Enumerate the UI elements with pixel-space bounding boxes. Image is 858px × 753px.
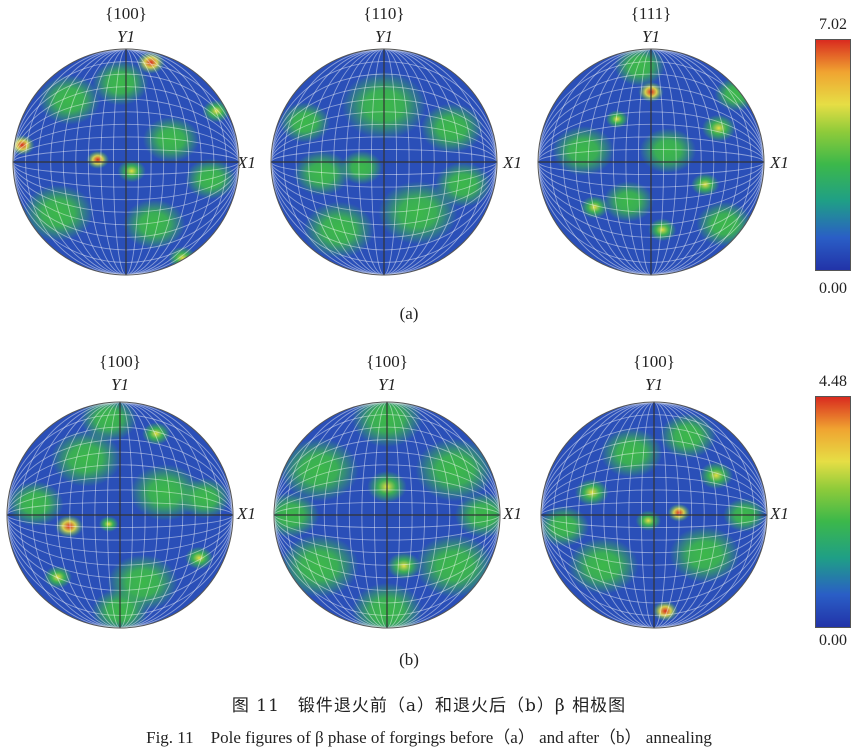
x-axis-label-b3: X1 xyxy=(770,504,789,523)
pole-figure-outline-b3 xyxy=(540,401,768,629)
colorbar-min-a: 0.00 xyxy=(819,280,847,297)
intensity-spot xyxy=(340,150,383,185)
x-axis-label-b2: X1 xyxy=(503,504,522,523)
intensity-spot xyxy=(38,74,101,125)
intensity-spot xyxy=(574,478,609,506)
intensity-spot xyxy=(580,195,609,219)
colorbar-min-b: 0.00 xyxy=(819,632,847,649)
intensity-spot xyxy=(415,438,495,502)
pole-title-b2: {100} xyxy=(366,352,408,371)
intensity-spot xyxy=(303,201,375,259)
pole-figure-outline-a2 xyxy=(270,48,498,276)
intensity-spot xyxy=(80,402,137,442)
y-axis-label-a2: Y1 xyxy=(375,27,393,46)
intensity-spot xyxy=(55,515,84,538)
pole-title-a2: {110} xyxy=(363,4,405,23)
intensity-spot xyxy=(541,505,590,547)
pole-figure-a1 xyxy=(13,49,239,275)
pole-figure-a3 xyxy=(538,49,764,275)
pole-figure-outline-b2 xyxy=(273,401,501,629)
intensity-spot xyxy=(179,477,231,519)
intensity-spot xyxy=(13,134,35,156)
pole-figure-outline-b1 xyxy=(6,401,234,629)
pole-figure-b2 xyxy=(274,402,500,628)
intensity-spot xyxy=(86,150,110,169)
pole-title-b3: {100} xyxy=(633,352,675,371)
intensity-spot xyxy=(415,534,495,598)
intensity-spot xyxy=(667,503,691,522)
colorbar-b xyxy=(815,396,851,628)
intensity-spot xyxy=(117,159,146,183)
intensity-spot xyxy=(123,199,186,250)
x-axis-label-a3: X1 xyxy=(770,153,789,172)
intensity-spot xyxy=(43,565,72,589)
panel-label-b: (b) xyxy=(399,650,419,669)
intensity-spot xyxy=(279,438,359,502)
intensity-spot xyxy=(420,103,483,153)
intensity-spot xyxy=(142,116,200,162)
intensity-spot xyxy=(699,461,734,490)
intensity-spot xyxy=(184,546,214,570)
pole-title-a3: {111} xyxy=(630,4,672,23)
intensity-spot xyxy=(701,114,736,142)
intensity-spot xyxy=(669,526,741,583)
intensity-spot xyxy=(378,181,458,245)
intensity-spot xyxy=(614,49,666,87)
intensity-spot xyxy=(434,162,492,208)
y-axis-label-b3: Y1 xyxy=(645,375,663,394)
colorbar-max-a: 7.02 xyxy=(819,16,847,33)
intensity-spot xyxy=(279,102,331,143)
x-axis-label-a1: X1 xyxy=(237,153,256,172)
colorbar-a xyxy=(815,39,851,271)
pole-figure-b1 xyxy=(7,402,233,628)
y-axis-label-a3: Y1 xyxy=(642,27,660,46)
intensity-spot xyxy=(602,181,654,222)
pole-figure-a2 xyxy=(271,49,497,275)
caption-english: Fig. 11 Pole figures of β phase of forgi… xyxy=(146,728,712,747)
intensity-spot xyxy=(600,427,663,478)
pole-figure-outline-a1 xyxy=(12,48,240,276)
intensity-spot xyxy=(567,537,639,595)
x-axis-label-b1: X1 xyxy=(237,504,256,523)
intensity-spot xyxy=(50,430,122,487)
intensity-spot xyxy=(648,218,677,242)
pole-figure-b3 xyxy=(541,402,767,628)
pole-title-a1: {100} xyxy=(105,4,147,23)
intensity-spot xyxy=(605,110,629,129)
intensity-spot xyxy=(142,422,171,445)
intensity-spot xyxy=(202,99,231,123)
caption-chinese: 图 11 锻件退火前（a）和退火后（b）β 相极图 xyxy=(231,696,627,716)
intensity-spot xyxy=(659,413,717,459)
intensity-spot xyxy=(652,600,679,622)
intensity-spot xyxy=(552,125,615,176)
intensity-spot xyxy=(691,173,720,196)
intensity-spot xyxy=(136,51,165,74)
intensity-spot xyxy=(98,516,119,532)
pole-title-b1: {100} xyxy=(99,352,141,371)
panel-label-a: (a) xyxy=(399,304,419,323)
y-axis-label-b2: Y1 xyxy=(378,375,396,394)
intensity-spot xyxy=(185,158,237,200)
y-axis-label-a1: Y1 xyxy=(117,27,135,46)
y-axis-label-b1: Y1 xyxy=(111,375,129,394)
intensity-spot xyxy=(22,184,94,242)
x-axis-label-a2: X1 xyxy=(503,153,522,172)
pole-figure-outline-a3 xyxy=(537,48,765,276)
intensity-spot xyxy=(387,552,421,580)
intensity-spot xyxy=(92,60,149,106)
intensity-spot xyxy=(279,534,359,598)
colorbar-max-b: 4.48 xyxy=(819,373,847,390)
